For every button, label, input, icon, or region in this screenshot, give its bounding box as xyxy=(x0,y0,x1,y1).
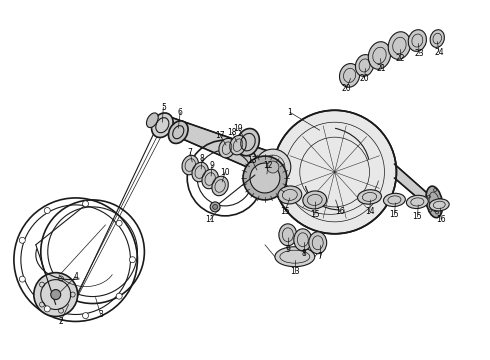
Circle shape xyxy=(243,156,287,200)
Circle shape xyxy=(273,110,396,234)
Text: 13: 13 xyxy=(290,267,299,276)
Text: 7: 7 xyxy=(317,252,322,261)
Ellipse shape xyxy=(309,232,327,254)
Text: 12: 12 xyxy=(263,161,272,170)
Text: 19: 19 xyxy=(233,124,243,133)
Circle shape xyxy=(213,204,218,210)
Polygon shape xyxy=(394,164,429,208)
Text: 15: 15 xyxy=(390,210,399,219)
Ellipse shape xyxy=(237,129,259,156)
Ellipse shape xyxy=(147,113,158,127)
Circle shape xyxy=(34,273,77,316)
Circle shape xyxy=(255,149,291,185)
Ellipse shape xyxy=(408,30,426,51)
Text: 6: 6 xyxy=(178,108,183,117)
Text: 9: 9 xyxy=(210,161,215,170)
Circle shape xyxy=(250,163,280,193)
Ellipse shape xyxy=(275,247,315,267)
Ellipse shape xyxy=(294,229,312,251)
Circle shape xyxy=(82,312,89,319)
Text: 20: 20 xyxy=(342,84,351,93)
Circle shape xyxy=(51,289,61,300)
Text: 11: 11 xyxy=(205,215,215,224)
Ellipse shape xyxy=(279,224,297,246)
Text: 15: 15 xyxy=(280,207,290,216)
Text: 21: 21 xyxy=(377,64,386,73)
Ellipse shape xyxy=(406,195,428,208)
Ellipse shape xyxy=(340,64,360,87)
Circle shape xyxy=(210,202,220,212)
Ellipse shape xyxy=(429,199,449,211)
Text: 13: 13 xyxy=(247,156,257,165)
Ellipse shape xyxy=(219,138,235,158)
Polygon shape xyxy=(162,114,277,180)
Text: 14: 14 xyxy=(365,207,374,216)
Ellipse shape xyxy=(368,42,391,69)
Text: 22: 22 xyxy=(395,54,405,63)
Circle shape xyxy=(116,220,122,226)
Text: 2: 2 xyxy=(58,317,63,326)
Text: 4: 4 xyxy=(73,272,78,281)
Circle shape xyxy=(44,207,50,213)
Text: 20: 20 xyxy=(360,74,369,83)
Text: 1: 1 xyxy=(288,108,292,117)
Ellipse shape xyxy=(355,55,374,76)
Circle shape xyxy=(267,161,279,173)
Ellipse shape xyxy=(388,32,411,59)
Text: 7: 7 xyxy=(188,148,193,157)
Circle shape xyxy=(44,306,50,312)
Ellipse shape xyxy=(212,176,228,196)
Ellipse shape xyxy=(278,186,302,204)
Text: 15: 15 xyxy=(413,212,422,221)
Text: 15: 15 xyxy=(310,210,319,219)
Text: 3: 3 xyxy=(98,310,103,319)
Ellipse shape xyxy=(230,135,246,155)
Ellipse shape xyxy=(430,30,444,48)
Text: 8: 8 xyxy=(200,154,204,163)
Ellipse shape xyxy=(426,186,442,218)
Text: 24: 24 xyxy=(435,48,444,57)
Ellipse shape xyxy=(192,162,208,182)
Circle shape xyxy=(19,237,25,243)
Text: 23: 23 xyxy=(415,49,424,58)
Ellipse shape xyxy=(384,193,405,207)
Ellipse shape xyxy=(202,169,219,189)
Text: 16: 16 xyxy=(335,207,344,216)
Circle shape xyxy=(82,201,89,207)
Text: 5: 5 xyxy=(161,103,166,112)
Circle shape xyxy=(116,293,122,299)
Circle shape xyxy=(19,276,25,282)
Text: 10: 10 xyxy=(220,167,230,176)
Text: 9: 9 xyxy=(285,245,290,254)
Text: 8: 8 xyxy=(301,249,306,258)
Ellipse shape xyxy=(358,190,381,204)
Text: 16: 16 xyxy=(437,215,446,224)
Text: 18: 18 xyxy=(227,128,237,137)
Circle shape xyxy=(129,257,135,263)
Ellipse shape xyxy=(182,155,198,175)
Text: 17: 17 xyxy=(215,131,225,140)
Ellipse shape xyxy=(151,113,173,138)
Ellipse shape xyxy=(303,191,327,209)
Ellipse shape xyxy=(169,121,188,144)
